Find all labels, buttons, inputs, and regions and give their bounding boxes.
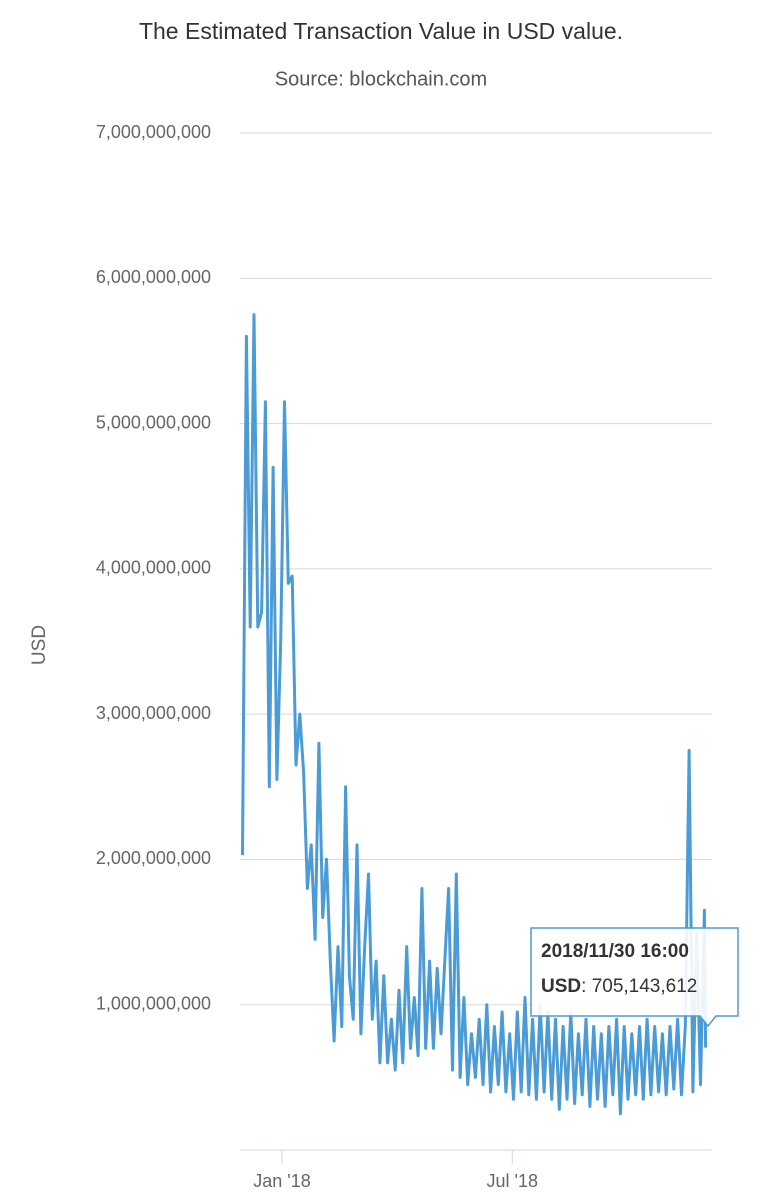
tooltip-title: 2018/11/30 16:00	[541, 941, 689, 962]
y-tick-label: 1,000,000,000	[96, 993, 211, 1013]
y-tick-label: 5,000,000,000	[96, 412, 211, 432]
chart-title: The Estimated Transaction Value in USD v…	[139, 18, 623, 44]
y-tick-label: 3,000,000,000	[96, 703, 211, 723]
tooltip-box	[530, 927, 739, 1028]
tooltip-value: 705,143,612	[592, 976, 698, 997]
x-tick-label: Jul '18	[487, 1171, 538, 1191]
y-tick-label: 6,000,000,000	[96, 267, 211, 287]
y-tick-label: 2,000,000,000	[96, 848, 211, 868]
tooltip: 2018/11/30 16:00 USD: 705,143,612	[530, 927, 739, 1028]
data-line	[241, 313, 708, 1116]
y-tick-label: 4,000,000,000	[96, 558, 211, 578]
y-tick-label: 7,000,000,000	[96, 122, 211, 142]
chart-subtitle: Source: blockchain.com	[275, 68, 487, 90]
y-axis-label: USD	[29, 625, 50, 665]
tooltip-series: USD	[541, 976, 581, 997]
tooltip-row: USD: 705,143,612	[541, 976, 697, 997]
x-tick-label: Jan '18	[253, 1171, 310, 1191]
